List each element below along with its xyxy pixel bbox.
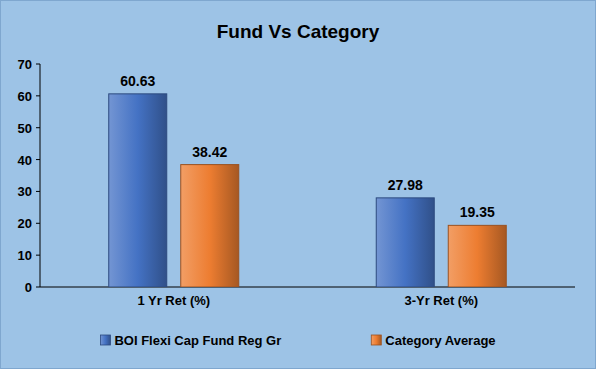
- legend-swatch: [100, 335, 110, 345]
- tick-label: 0: [25, 280, 32, 295]
- title: Fund Vs Category: [217, 21, 380, 42]
- tick-mark: [36, 223, 40, 224]
- tick-mark: [36, 64, 40, 65]
- tick-label: 50: [18, 121, 32, 136]
- legend-swatch: [371, 335, 381, 345]
- bar: [109, 94, 167, 287]
- y-axis: [40, 64, 41, 287]
- legend: BOI Flexi Cap Fund Reg Gr Category Averag…: [100, 333, 495, 348]
- tick-mark: [36, 95, 40, 96]
- category-label: 3-Yr Ret (%): [404, 293, 478, 308]
- data-label: 38.42: [192, 144, 227, 160]
- legend-label: BOI Flexi Cap Fund Reg Gr: [114, 333, 281, 348]
- tick-label: 70: [18, 57, 32, 72]
- tick-label: 20: [18, 216, 32, 231]
- data-label: 60.63: [120, 73, 155, 89]
- bar: [181, 165, 239, 287]
- category-label: 1 Yr Ret (%): [137, 293, 210, 308]
- data-label: 19.35: [460, 204, 495, 220]
- tick-mark: [36, 159, 40, 160]
- tick-mark: [36, 127, 40, 128]
- tick-mark: [36, 255, 40, 256]
- bars: [109, 94, 507, 287]
- tick-mark: [36, 287, 40, 288]
- chart: Fund Vs Category 0 10 20 30 40 50 60 70 1 Yr Ret …: [0, 0, 596, 369]
- background: [1, 1, 596, 369]
- legend-item: Category Average: [371, 333, 495, 348]
- data-label: 27.98: [388, 177, 423, 193]
- tick-mark: [36, 191, 40, 192]
- tick-label: 60: [18, 89, 32, 104]
- legend-label: Category Average: [385, 333, 495, 348]
- legend-item: BOI Flexi Cap Fund Reg Gr: [100, 333, 281, 348]
- bar: [376, 198, 434, 287]
- tick-label: 30: [18, 184, 32, 199]
- tick-label: 10: [18, 248, 32, 263]
- bar: [448, 225, 506, 287]
- tick-label: 40: [18, 153, 32, 168]
